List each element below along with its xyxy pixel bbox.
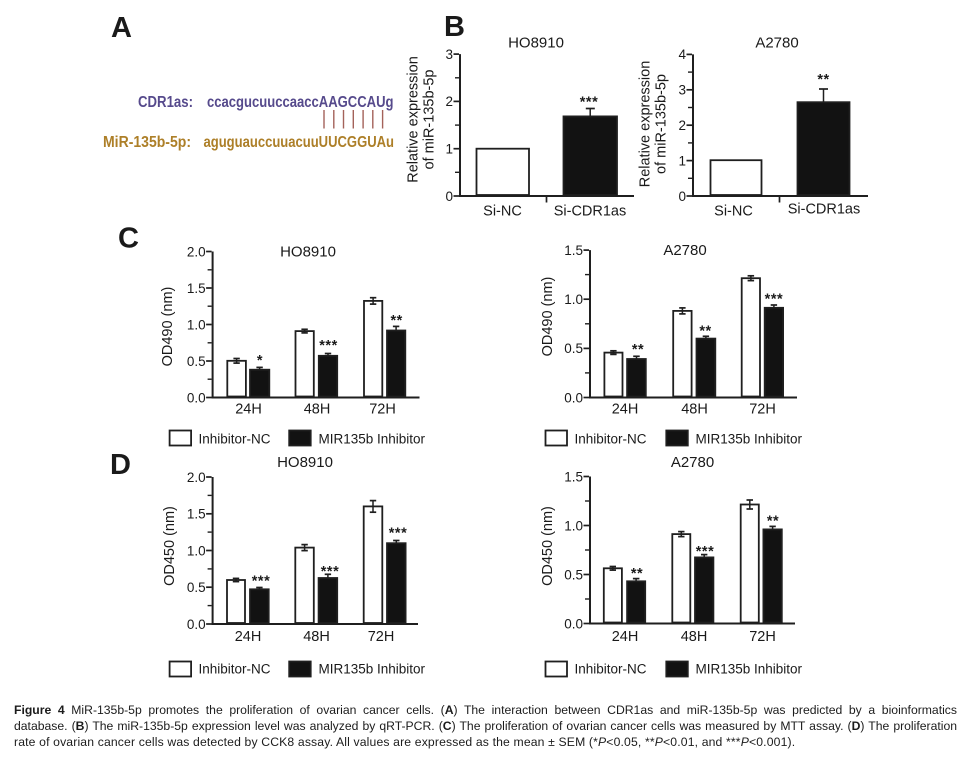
svg-text:**: ** [390, 313, 402, 329]
svg-text:MIR135b Inhibitor: MIR135b Inhibitor [319, 662, 426, 677]
svg-text:MIR135b Inhibitor: MIR135b Inhibitor [696, 432, 803, 447]
svg-text:3: 3 [445, 47, 453, 62]
svg-text:1.5: 1.5 [187, 281, 206, 296]
svg-text:48H: 48H [681, 402, 708, 418]
svg-text:***: *** [389, 525, 407, 541]
svg-text:48H: 48H [681, 629, 708, 645]
svg-text:3: 3 [678, 83, 686, 98]
svg-text:Si-CDR1as: Si-CDR1as [554, 204, 627, 220]
svg-text:1.5: 1.5 [564, 243, 583, 258]
svg-text:Inhibitor-NC: Inhibitor-NC [199, 662, 271, 677]
svg-text:MiR-135b-5p:: MiR-135b-5p: [103, 134, 191, 151]
svg-text:1.0: 1.0 [187, 543, 206, 558]
svg-text:72H: 72H [749, 402, 776, 418]
svg-text:**: ** [632, 342, 644, 358]
svg-text:24H: 24H [235, 629, 262, 645]
svg-text:aguguauccuuacuuUUCGGUAu: aguguauccuuacuuUUCGGUAu [204, 134, 395, 151]
svg-text:OD490 (nm): OD490 (nm) [160, 287, 176, 367]
svg-text:**: ** [817, 72, 829, 88]
svg-text:OD450 (nm): OD450 (nm) [540, 506, 556, 586]
svg-text:72H: 72H [749, 629, 776, 645]
svg-text:A2780: A2780 [663, 242, 706, 259]
svg-text:1.5: 1.5 [564, 469, 583, 484]
svg-text:B: B [444, 11, 465, 43]
svg-text:72H: 72H [369, 402, 396, 418]
svg-text:48H: 48H [303, 629, 330, 645]
svg-text:MIR135b Inhibitor: MIR135b Inhibitor [696, 662, 803, 677]
svg-text:Relative expression: Relative expression [406, 56, 422, 183]
svg-text:Inhibitor-NC: Inhibitor-NC [575, 662, 647, 677]
svg-text:Si-CDR1as: Si-CDR1as [788, 202, 861, 218]
svg-text:OD490 (nm): OD490 (nm) [540, 277, 556, 357]
svg-text:24H: 24H [612, 629, 639, 645]
svg-text:A: A [111, 12, 132, 44]
svg-text:1.0: 1.0 [564, 292, 583, 307]
svg-text:A2780: A2780 [671, 454, 714, 471]
svg-text:***: *** [580, 95, 598, 111]
svg-text:***: *** [319, 338, 337, 354]
svg-text:Inhibitor-NC: Inhibitor-NC [199, 432, 271, 447]
svg-text:24H: 24H [235, 402, 262, 418]
svg-text:Relative expression: Relative expression [638, 61, 654, 188]
svg-text:ccacgucuuccaaccAAGCCAUg: ccacgucuuccaaccAAGCCAUg [207, 94, 394, 111]
svg-text:of miR-135b-5p: of miR-135b-5p [422, 70, 438, 170]
svg-text:**: ** [767, 514, 779, 530]
svg-text:0.0: 0.0 [187, 390, 206, 405]
svg-text:0.0: 0.0 [564, 616, 583, 631]
svg-text:1: 1 [678, 153, 686, 168]
svg-text:0.0: 0.0 [564, 390, 583, 405]
svg-text:*: * [257, 353, 263, 369]
svg-text:72H: 72H [368, 629, 395, 645]
svg-text:of miR-135b-5p: of miR-135b-5p [654, 74, 670, 174]
svg-text:2: 2 [445, 94, 453, 109]
svg-text:***: *** [321, 564, 339, 580]
svg-text:4: 4 [678, 47, 686, 62]
svg-text:***: *** [765, 292, 783, 308]
svg-text:***: *** [252, 574, 270, 590]
svg-text:48H: 48H [304, 402, 331, 418]
svg-text:0.5: 0.5 [564, 567, 583, 582]
svg-text:2: 2 [678, 118, 686, 133]
svg-text:0: 0 [445, 189, 453, 204]
svg-text:24H: 24H [612, 402, 639, 418]
svg-text:0.0: 0.0 [187, 617, 206, 632]
svg-text:**: ** [631, 566, 643, 582]
svg-text:1.5: 1.5 [187, 507, 206, 522]
svg-text:2.0: 2.0 [187, 244, 206, 259]
svg-text:0: 0 [678, 189, 686, 204]
svg-text:**: ** [699, 324, 711, 340]
svg-text:HO8910: HO8910 [280, 244, 336, 261]
svg-text:D: D [110, 449, 131, 481]
svg-text:Si-NC: Si-NC [483, 204, 522, 220]
svg-text:HO8910: HO8910 [508, 35, 564, 52]
svg-text:1: 1 [445, 142, 453, 157]
svg-text:2.0: 2.0 [187, 470, 206, 485]
svg-text:0.5: 0.5 [187, 580, 206, 595]
svg-text:A2780: A2780 [755, 35, 798, 52]
svg-text:Inhibitor-NC: Inhibitor-NC [575, 432, 647, 447]
svg-text:Si-NC: Si-NC [714, 204, 753, 220]
svg-text:1.0: 1.0 [564, 518, 583, 533]
svg-text:HO8910: HO8910 [277, 454, 333, 471]
svg-text:***: *** [696, 544, 714, 560]
svg-text:1.0: 1.0 [187, 317, 206, 332]
svg-text:C: C [118, 223, 139, 255]
svg-text:OD450 (nm): OD450 (nm) [162, 506, 178, 586]
svg-text:0.5: 0.5 [187, 354, 206, 369]
svg-text:MIR135b Inhibitor: MIR135b Inhibitor [319, 432, 426, 447]
svg-text:CDR1as:: CDR1as: [138, 94, 193, 111]
svg-text:0.5: 0.5 [564, 341, 583, 356]
